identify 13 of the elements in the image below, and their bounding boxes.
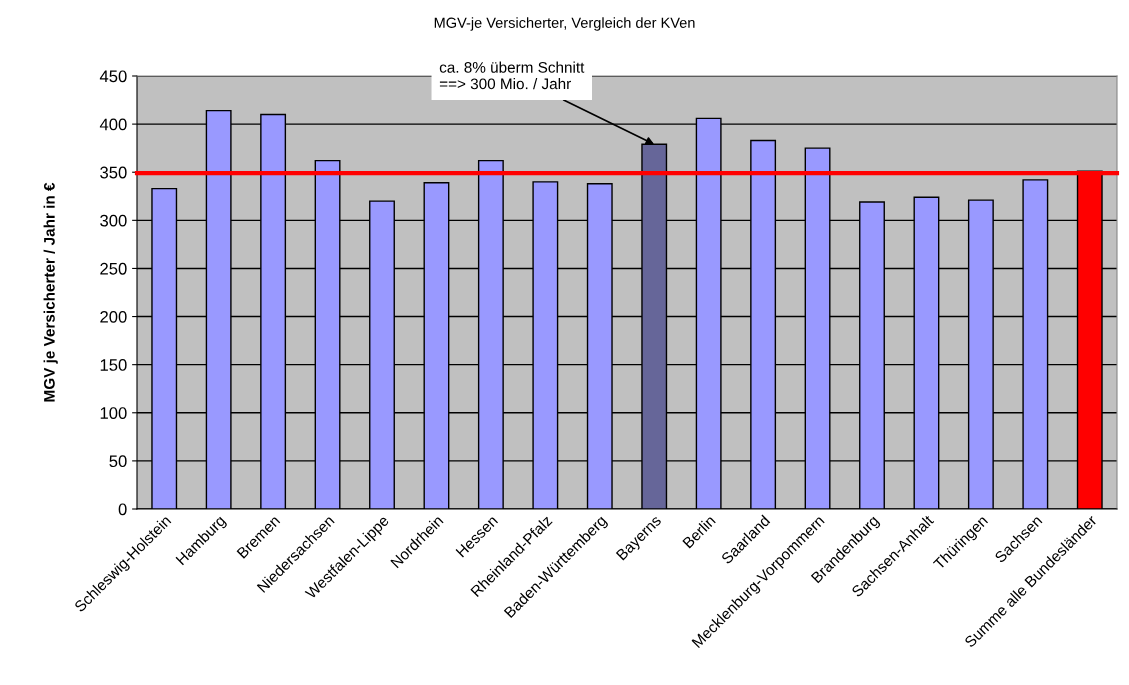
- y-tick-label: 100: [100, 407, 127, 419]
- y-tick-label: 250: [100, 262, 127, 275]
- y-tick-label: 450: [99, 70, 127, 83]
- y-tick-label: 200: [100, 310, 127, 323]
- y-tick-label: 0: [118, 503, 127, 516]
- y-tick-label: 150: [100, 359, 127, 371]
- y-tick-label: 300: [100, 214, 127, 227]
- chart-title: MGV-je Versicherter, Vergleich der KVen: [434, 17, 695, 31]
- annotation: ca. 8% überm Schnitt ==> 300 Mio. / Jahr: [439, 61, 585, 90]
- y-axis-title: MGV je Versicherter / Jahr in €: [43, 182, 58, 402]
- y-tick-label: 400: [99, 118, 127, 131]
- y-tick-label: 50: [109, 455, 127, 468]
- y-tick-label: 350: [100, 166, 127, 179]
